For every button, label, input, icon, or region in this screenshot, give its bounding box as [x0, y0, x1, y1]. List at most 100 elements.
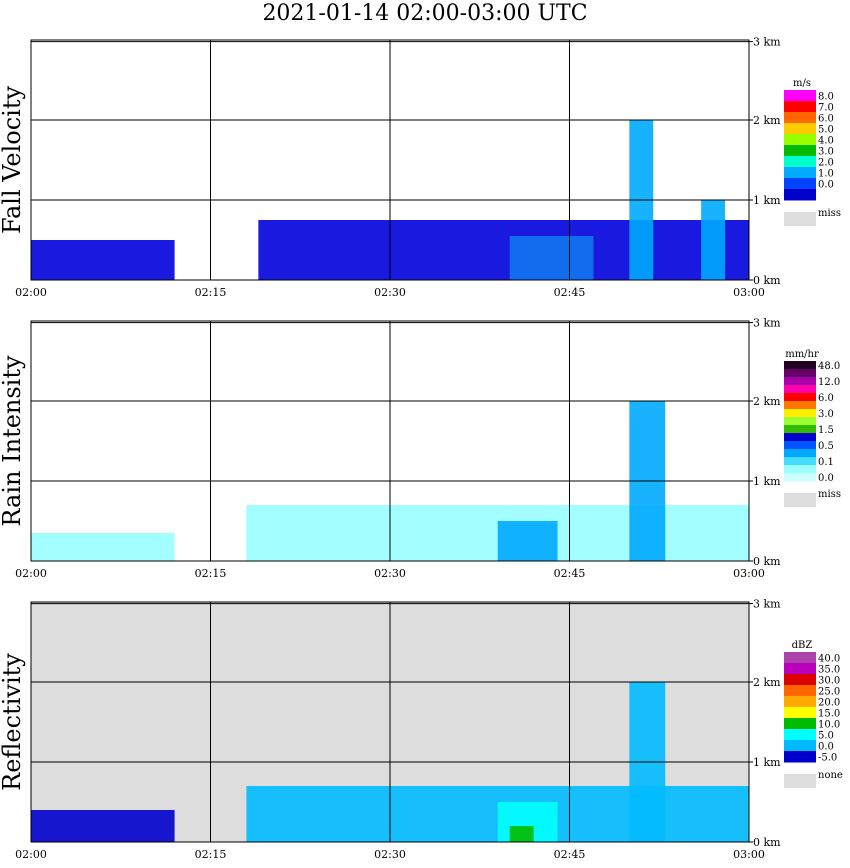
legend-missing-label: none	[818, 770, 843, 781]
x-tick-label: 02:45	[554, 286, 586, 299]
legend-swatch	[784, 465, 816, 474]
echo-region	[31, 240, 175, 280]
legend-swatch	[784, 409, 816, 418]
y-tick-label: 2 km	[753, 676, 781, 689]
y-tick-label: 0 km	[753, 555, 781, 568]
legend-swatch	[784, 90, 816, 102]
legend-swatch	[784, 674, 816, 686]
y-tick-label: 1 km	[753, 475, 781, 488]
legend-label: 0.1	[818, 457, 834, 468]
legend-swatch	[784, 167, 816, 179]
x-tick-label: 02:15	[195, 848, 227, 861]
legend-swatch	[784, 123, 816, 135]
legend-label: 15.0	[818, 709, 840, 720]
legend-swatch	[784, 369, 816, 378]
x-tick-label: 02:15	[195, 286, 227, 299]
legend-missing-label: miss	[818, 208, 841, 219]
y-tick-label: 2 km	[753, 114, 781, 127]
legend-missing-swatch	[784, 774, 816, 788]
x-tick-label: 02:30	[374, 567, 406, 580]
x-tick-label: 02:30	[374, 286, 406, 299]
fall-velocity-chart: 0 km 1 km 2 km 3 km 02:00 02:15 02:30 02:45 03:0…	[0, 36, 841, 299]
legend-label: 30.0	[818, 676, 840, 687]
x-tick-label: 03:00	[733, 567, 765, 580]
chart-title: 2021-01-14 02:00-03:00 UTC	[262, 1, 588, 26]
legend-swatch	[784, 189, 816, 201]
y-tick-label: 3 km	[753, 36, 781, 49]
legend-label: 0.0	[818, 473, 834, 484]
y-tick-label: 3 km	[753, 317, 781, 330]
legend-swatch	[784, 393, 816, 402]
legend-label: 20.0	[818, 698, 840, 709]
echo-region	[509, 826, 534, 842]
echo-region	[701, 200, 726, 280]
legend-label: 3.0	[818, 409, 834, 420]
legend-label: 12.0	[818, 377, 840, 388]
legend-label: 35.0	[818, 665, 840, 676]
legend-label: 10.0	[818, 720, 840, 731]
y-tick-label: 0 km	[753, 836, 781, 849]
legend-unit: dBZ	[792, 640, 813, 651]
legend-missing-swatch	[784, 493, 816, 507]
y-axis-title: Rain Intensity	[0, 355, 26, 527]
y-axis-title: Reflectivity	[0, 653, 26, 791]
x-tick-label: 02:00	[15, 848, 47, 861]
legend-swatch	[784, 433, 816, 442]
legend-label: 4.0	[818, 136, 834, 147]
legend-label: 8.0	[818, 92, 834, 103]
reflectivity-chart: 0 km 1 km 2 km 3 km 02:00 02:15 02:30 02:45 03:0…	[0, 598, 843, 861]
legend-swatch	[784, 134, 816, 146]
legend-swatch	[784, 751, 816, 763]
legend-swatch	[784, 718, 816, 730]
legend-unit: mm/hr	[785, 349, 819, 360]
legend-swatch	[784, 178, 816, 190]
legend-swatch	[784, 377, 816, 386]
rain-intensity-panel: 0 km 1 km 2 km 3 km 02:00 02:15 02:30 02:45 03:0…	[0, 303, 850, 585]
legend-label: 3.0	[818, 147, 834, 158]
legend-swatch	[784, 417, 816, 426]
legend-label: 5.0	[818, 731, 834, 742]
legend-label: 7.0	[818, 103, 834, 114]
x-tick-label: 02:00	[15, 286, 47, 299]
legend-label: -5.0	[818, 753, 837, 764]
legend-swatch	[784, 112, 816, 124]
legend-missing-label: miss	[818, 489, 841, 500]
y-tick-label: 1 km	[753, 756, 781, 769]
legend-label: 25.0	[818, 687, 840, 698]
legend-swatch	[784, 361, 816, 370]
y-tick-label: 2 km	[753, 395, 781, 408]
legend-swatch	[784, 145, 816, 157]
plot-frame	[30, 39, 750, 281]
echo-region	[497, 521, 558, 561]
echo-region	[509, 236, 594, 280]
legend-swatch	[784, 473, 816, 482]
legend-swatch	[784, 696, 816, 708]
fall-velocity-panel: 0 km 1 km 2 km 3 km 02:00 02:15 02:30 02:45 03:0…	[0, 22, 850, 304]
echo-region	[258, 220, 749, 280]
x-tick-label: 02:00	[15, 567, 47, 580]
legend-swatch	[784, 385, 816, 394]
legend-swatch	[784, 401, 816, 410]
x-tick-label: 02:30	[374, 848, 406, 861]
legend-swatch	[784, 156, 816, 168]
legend-label: 0.0	[818, 180, 834, 191]
legend-label: 0.5	[818, 441, 834, 452]
legend-label: 1.5	[818, 425, 834, 436]
legend-swatch	[784, 729, 816, 741]
legend-swatch	[784, 663, 816, 675]
x-tick-label: 03:00	[733, 848, 765, 861]
legend-missing-swatch	[784, 212, 816, 226]
plot-frame	[30, 320, 750, 562]
legend-label: 6.0	[818, 393, 834, 404]
legend-swatch	[784, 441, 816, 450]
legend-label: 1.0	[818, 169, 834, 180]
legend-swatch	[784, 101, 816, 113]
y-tick-label: 0 km	[753, 274, 781, 287]
x-tick-label: 02:45	[554, 567, 586, 580]
echo-region	[31, 533, 175, 561]
legend-label: 6.0	[818, 114, 834, 125]
legend-swatch	[784, 685, 816, 697]
legend-label: 40.0	[818, 654, 840, 665]
plot-frame	[30, 601, 750, 843]
echo-region	[31, 810, 175, 842]
